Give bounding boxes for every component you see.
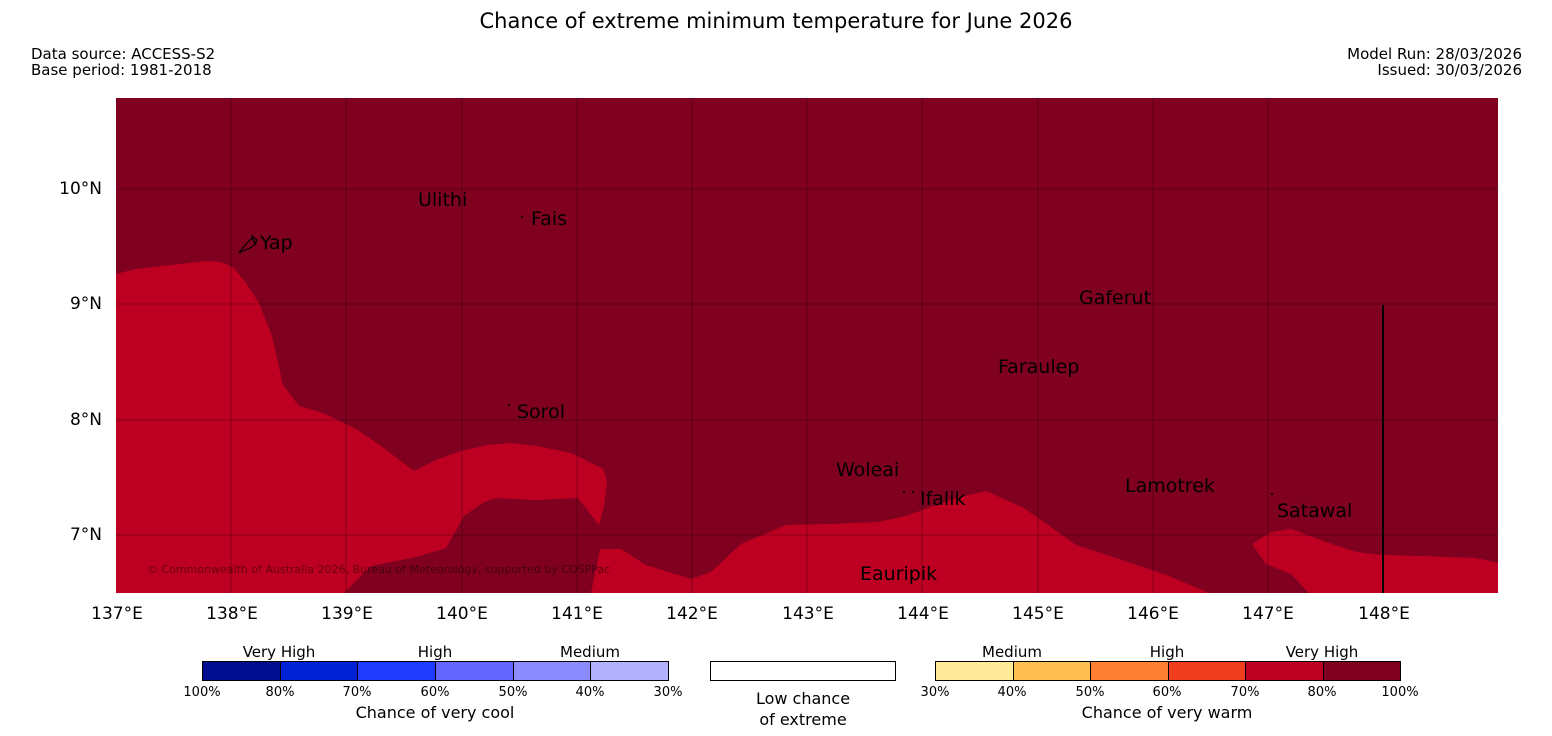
map-panel: [116, 98, 1498, 593]
warm-swatch: [1091, 662, 1169, 680]
lat-label: 10°N: [59, 179, 102, 199]
low-chance-swatch: [710, 661, 896, 681]
lon-label: 140°E: [436, 604, 488, 624]
lon-label: 137°E: [91, 604, 143, 624]
place-label-sorol: Sorol: [517, 401, 565, 423]
place-label-woleai: Woleai: [836, 459, 900, 481]
map-title: Chance of extreme minimum temperature fo…: [479, 9, 1073, 33]
source-info: Data source: ACCESS-S2 Base period: 1981…: [31, 46, 215, 78]
cool-tick: 100%: [183, 685, 221, 700]
warm-tick: 80%: [1307, 685, 1337, 700]
model-run-text: Model Run: 28/03/2026: [1347, 45, 1522, 63]
place-label-faraulep: Faraulep: [998, 356, 1080, 378]
warm-tick: 30%: [920, 685, 950, 700]
cool-category-label: High: [417, 643, 453, 661]
low-chance-line1: Low chance: [755, 689, 851, 708]
place-label-ulithi: Ulithi: [418, 189, 468, 211]
lat-label: 7°N: [69, 525, 102, 545]
high-warm-region-south: [591, 491, 1209, 593]
cool-category-label: Very High: [242, 643, 316, 661]
lon-label: 141°E: [551, 604, 603, 624]
warm-swatch: [1246, 662, 1324, 680]
cool-swatch: [358, 662, 437, 680]
cool-tick: 70%: [342, 685, 372, 700]
yap-island-outline: [238, 234, 258, 254]
atoll-dots: [508, 216, 1273, 495]
lon-label: 138°E: [206, 604, 258, 624]
lon-label: 148°E: [1358, 604, 1410, 624]
warm-category-label: High: [1149, 643, 1185, 661]
warm-tick: 100%: [1381, 685, 1419, 700]
cool-swatch: [203, 662, 281, 680]
high-warm-region-west: [116, 261, 607, 593]
run-info: Model Run: 28/03/2026 Issued: 30/03/2026: [1347, 46, 1522, 78]
cool-tick: 80%: [265, 685, 295, 700]
place-label-lamotrek: Lamotrek: [1125, 475, 1215, 497]
warm-swatch: [1013, 662, 1091, 680]
warm-category-label: Medium: [982, 643, 1042, 661]
warm-colorbar: [935, 661, 1401, 681]
base-period-text: Base period: 1981-2018: [31, 61, 212, 79]
graticule: [116, 98, 1498, 593]
lat-label: 8°N: [69, 410, 102, 430]
place-label-satawal: Satawal: [1277, 500, 1353, 522]
warm-tick: 70%: [1230, 685, 1260, 700]
place-label-eauripik: Eauripik: [860, 563, 938, 585]
warm-tick: 60%: [1152, 685, 1182, 700]
lon-label: 139°E: [321, 604, 373, 624]
place-label-gaferut: Gaferut: [1079, 287, 1152, 309]
warm-legend-title: Chance of very warm: [1081, 703, 1253, 722]
warm-swatch: [936, 662, 1014, 680]
cool-tick: 50%: [498, 685, 528, 700]
warm-tick: 40%: [997, 685, 1027, 700]
warm-category-label: Very High: [1285, 643, 1359, 661]
lat-label: 9°N: [69, 294, 102, 314]
warm-tick: 50%: [1075, 685, 1105, 700]
cool-swatch: [280, 662, 359, 680]
cool-tick: 40%: [575, 685, 605, 700]
lon-label: 142°E: [666, 604, 718, 624]
cool-swatch: [436, 662, 514, 680]
place-label-yap: Yap: [260, 232, 293, 254]
cool-category-label: Medium: [560, 643, 620, 661]
data-source-text: Data source: ACCESS-S2: [31, 45, 216, 63]
lon-label: 143°E: [782, 604, 834, 624]
cool-swatch: [591, 662, 669, 680]
warm-swatch: [1168, 662, 1246, 680]
lon-label: 145°E: [1012, 604, 1064, 624]
cool-colorbar: [202, 661, 669, 681]
copyright-notice: © Commonwealth of Australia 2026, Bureau…: [147, 563, 611, 576]
low-chance-line2: of extreme: [759, 710, 847, 729]
lon-label: 146°E: [1127, 604, 1179, 624]
cool-tick: 30%: [653, 685, 683, 700]
lon-label: 144°E: [897, 604, 949, 624]
low-chance-label: Low chance of extreme: [710, 688, 896, 730]
issued-text: Issued: 30/03/2026: [1377, 61, 1522, 79]
place-label-fais: Fais: [531, 208, 568, 230]
high-warm-region-east: [1252, 529, 1498, 593]
cool-legend-title: Chance of very cool: [355, 703, 515, 722]
cool-swatch: [513, 662, 592, 680]
lon-label: 147°E: [1242, 604, 1294, 624]
place-label-ifalik: Ifalik: [920, 488, 966, 510]
cool-tick: 60%: [420, 685, 450, 700]
warm-swatch: [1323, 662, 1400, 680]
